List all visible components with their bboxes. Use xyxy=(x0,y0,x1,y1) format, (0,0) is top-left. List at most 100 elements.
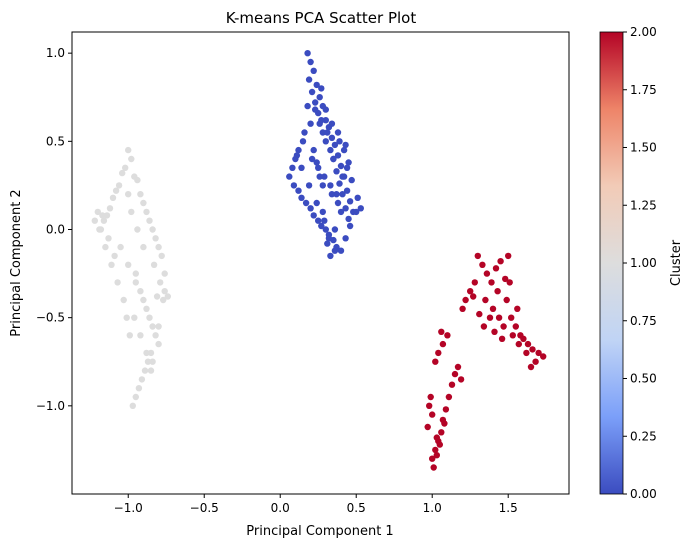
scatter-point-cluster-2 xyxy=(488,279,495,286)
scatter-point-cluster-2 xyxy=(497,258,504,265)
scatter-point-cluster-2 xyxy=(508,314,515,321)
x-tick-label: −1.0 xyxy=(114,501,143,515)
scatter-point-cluster-1 xyxy=(125,191,132,198)
scatter-point-cluster-0 xyxy=(316,173,323,180)
scatter-point-cluster-1 xyxy=(143,349,150,357)
colorbar-tick-label: 2.00 xyxy=(630,25,657,39)
scatter-point-cluster-0 xyxy=(342,141,349,149)
scatter-point-cluster-2 xyxy=(540,353,547,360)
scatter-point-cluster-1 xyxy=(132,270,139,277)
scatter-point-cluster-0 xyxy=(346,222,354,230)
scatter-point-cluster-1 xyxy=(153,293,161,300)
scatter-point-cluster-1 xyxy=(135,385,143,392)
scatter-point-cluster-0 xyxy=(310,212,317,219)
scatter-point-cluster-0 xyxy=(316,94,323,101)
scatter-point-cluster-2 xyxy=(514,305,521,312)
scatter-point-cluster-0 xyxy=(318,117,325,124)
y-tick-label: −1.0 xyxy=(36,399,65,413)
scatter-point-cluster-0 xyxy=(295,187,302,194)
chart-title: K-means PCA Scatter Plot xyxy=(226,9,417,27)
scatter-point-cluster-1 xyxy=(146,217,153,224)
scatter-point-cluster-2 xyxy=(505,252,512,260)
scatter-point-cluster-2 xyxy=(523,349,530,357)
scatter-point-cluster-0 xyxy=(308,88,316,96)
scatter-point-cluster-1 xyxy=(120,296,127,304)
colorbar-tick-label: 0.50 xyxy=(630,372,657,386)
scatter-point-cluster-2 xyxy=(529,346,536,353)
x-tick-label: 0.5 xyxy=(347,501,366,515)
scatter-point-cluster-0 xyxy=(321,217,328,224)
scatter-point-cluster-1 xyxy=(115,182,123,189)
scatter-point-cluster-2 xyxy=(476,310,483,318)
scatter-point-cluster-2 xyxy=(524,340,532,348)
scatter-point-cluster-1 xyxy=(134,176,141,184)
scatter-point-cluster-1 xyxy=(140,199,147,207)
scatter-point-cluster-0 xyxy=(322,106,329,113)
scatter-point-cluster-0 xyxy=(334,199,342,207)
scatter-point-cluster-0 xyxy=(327,252,334,260)
scatter-point-cluster-2 xyxy=(486,314,494,321)
scatter-point-cluster-1 xyxy=(119,169,126,177)
x-tick-label: 0.0 xyxy=(271,501,290,515)
scatter-point-cluster-2 xyxy=(432,358,439,365)
scatter-point-cluster-2 xyxy=(474,252,481,260)
scatter-point-cluster-1 xyxy=(100,217,108,224)
colorbar-tick-label: 1.25 xyxy=(630,198,657,212)
colorbar-tick-label: 1.00 xyxy=(630,256,657,270)
scatter-point-cluster-2 xyxy=(439,416,447,424)
scatter-point-cluster-0 xyxy=(299,138,307,145)
scatter-point-cluster-0 xyxy=(324,240,331,247)
scatter-point-cluster-1 xyxy=(134,226,141,233)
scatter-point-cluster-2 xyxy=(535,349,542,357)
scatter-point-cluster-2 xyxy=(479,261,486,268)
scatter-point-cluster-1 xyxy=(155,243,162,251)
scatter-point-cluster-0 xyxy=(307,58,314,66)
scatter-point-cluster-1 xyxy=(158,252,165,260)
scatter-point-cluster-2 xyxy=(483,270,491,277)
scatter-point-cluster-2 xyxy=(435,349,442,357)
scatter-point-cluster-0 xyxy=(307,120,314,127)
scatter-point-cluster-0 xyxy=(298,164,305,171)
scatter-point-cluster-0 xyxy=(302,199,310,207)
scatter-point-cluster-1 xyxy=(137,191,144,198)
scatter-point-cluster-0 xyxy=(307,205,314,212)
scatter-point-cluster-0 xyxy=(354,194,361,201)
scatter-point-cluster-2 xyxy=(502,275,509,283)
scatter-point-cluster-1 xyxy=(143,208,150,216)
scatter-point-cluster-0 xyxy=(328,120,336,127)
scatter-point-cluster-1 xyxy=(141,367,149,374)
scatter-point-cluster-1 xyxy=(108,261,115,268)
colorbar xyxy=(599,31,624,495)
scatter-point-cluster-0 xyxy=(353,208,360,216)
scatter-point-cluster-1 xyxy=(155,323,162,330)
scatter-point-cluster-0 xyxy=(334,152,342,159)
scatter-point-cluster-0 xyxy=(305,182,313,189)
scatter-point-cluster-0 xyxy=(308,155,316,163)
scatter-point-cluster-1 xyxy=(111,252,118,260)
scatter-point-cluster-0 xyxy=(310,67,317,75)
scatter-point-cluster-0 xyxy=(336,138,343,145)
scatter-point-cluster-1 xyxy=(125,261,132,268)
scatter-point-cluster-2 xyxy=(445,393,453,401)
scatter-point-cluster-0 xyxy=(330,155,337,163)
colorbar-label: Cluster xyxy=(669,239,684,286)
scatter-point-cluster-2 xyxy=(480,323,488,330)
colorbar-tick-label: 1.75 xyxy=(630,83,657,97)
scatter-point-cluster-2 xyxy=(427,393,434,401)
scatter-point-cluster-0 xyxy=(305,76,313,83)
scatter-point-cluster-1 xyxy=(109,194,117,201)
scatter-point-cluster-1 xyxy=(155,340,162,348)
scatter-point-cluster-1 xyxy=(146,314,153,321)
y-tick-label: −0.5 xyxy=(36,311,65,325)
scatter-point-cluster-2 xyxy=(426,402,433,409)
scatter-point-cluster-0 xyxy=(324,129,331,136)
x-axis-label: Principal Component 1 xyxy=(246,524,393,539)
scatter-point-cluster-2 xyxy=(457,376,465,383)
scatter-point-cluster-0 xyxy=(322,138,329,145)
scatter-point-cluster-0 xyxy=(313,81,320,89)
scatter-point-cluster-1 xyxy=(122,164,129,171)
scatter-point-cluster-0 xyxy=(286,173,293,180)
scatter-point-cluster-0 xyxy=(318,85,325,92)
scatter-point-cluster-2 xyxy=(430,464,437,471)
